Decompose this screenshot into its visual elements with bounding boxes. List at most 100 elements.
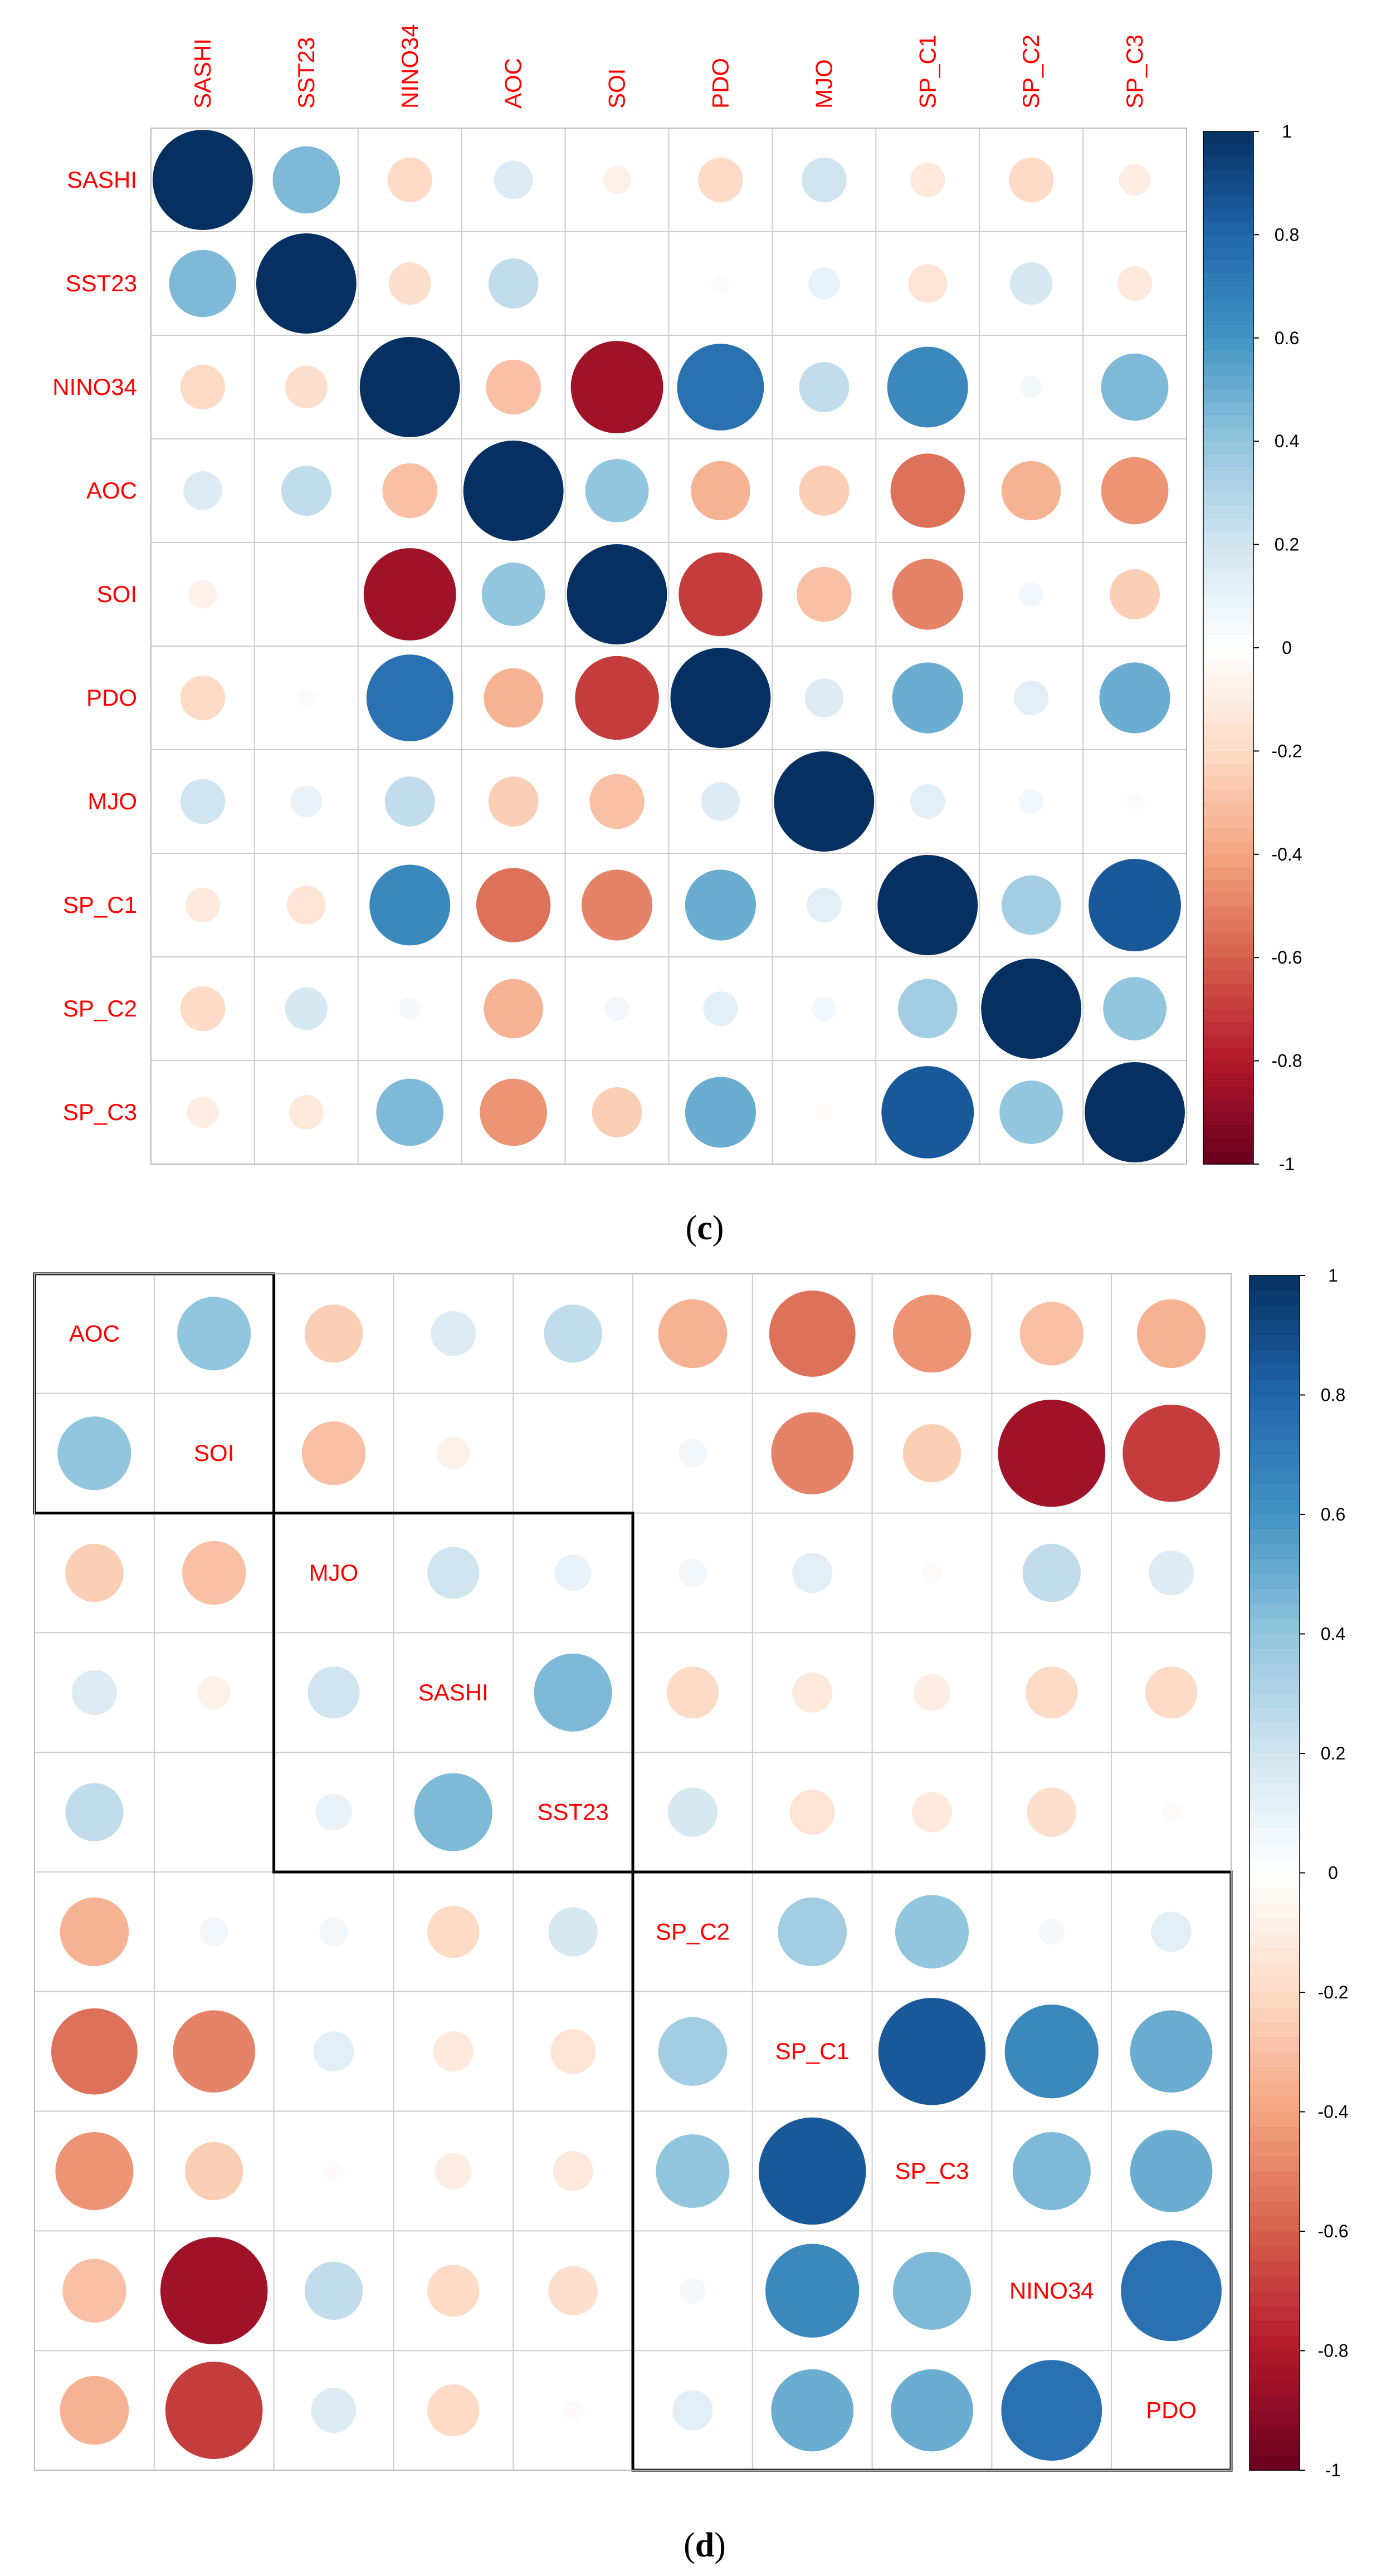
correlation-circle [1103,977,1167,1040]
correlation-circle [815,1103,833,1121]
legend-tick-label: -0.8 [1317,2341,1348,2361]
correlation-circle [281,466,331,516]
correlation-circle [658,2017,728,2086]
correlation-circle [808,267,840,300]
correlation-circle [1089,859,1181,951]
correlation-circle [797,566,852,622]
correlation-circle [581,869,653,941]
correlation-circle [304,1304,363,1363]
legend-color-step [1203,803,1253,817]
legend-tick-label: -0.4 [1271,844,1302,864]
correlation-circle [319,1917,348,1946]
row-label: MJO [87,788,137,814]
legend-color-step [1250,1619,1300,1635]
correlation-circle [789,1790,835,1835]
legend-color-step [1250,2186,1300,2202]
correlation-circle [65,1783,124,1841]
legend-color-step [1250,2261,1300,2277]
correlation-circle [488,258,539,309]
legend-color-step [1203,776,1253,790]
variable-label: SASHI [418,1679,489,1705]
correlation-circle [911,1792,953,1832]
correlation-circle [1117,266,1153,301]
correlation-circle [878,1997,986,2105]
correlation-circle [165,2362,263,2459]
correlation-circle [1001,2360,1102,2461]
variable-label: SP_C3 [895,2158,969,2184]
legend-color-step [1250,2410,1300,2426]
row-label: SOI [97,581,137,607]
correlation-circle [197,1676,231,1709]
correlation-circle [1101,353,1169,421]
correlation-circle [369,864,451,946]
legend-color-step [1203,983,1253,997]
legend-color-step [1203,441,1253,455]
panel-c-caption: (c) [686,1209,724,1247]
legend-color-step [1203,854,1253,868]
correlation-circle [382,463,438,519]
legend-color-step [1250,2440,1300,2456]
legend-color-step [1250,1514,1300,1530]
correlation-circle [603,165,631,194]
correlation-circle [792,1552,833,1593]
legend-color-step [1250,2142,1300,2157]
correlation-circle [427,2265,480,2317]
correlation-circle [480,1078,547,1146]
legend-color-step [1250,2231,1300,2247]
legend-color-step [1250,2381,1300,2396]
legend-color-step [1250,2246,1300,2262]
legend-color-step [1203,260,1253,274]
legend-color-step [1203,170,1253,184]
legend-tick-label: -0.6 [1317,2221,1348,2241]
legend-color-step [1203,1022,1253,1036]
legend-color-step [1250,1873,1300,1889]
legend-tick-label: -0.6 [1271,947,1302,967]
correlation-circle [799,466,850,516]
legend-tick-label: 0.6 [1321,1504,1345,1524]
correlation-circle [685,1077,756,1148]
correlation-circle [656,2134,730,2208]
correlation-circle [892,1294,972,1373]
legend-color-step [1250,2350,1300,2367]
correlation-circle [57,1416,131,1490]
legend-color-step [1203,957,1253,971]
legend-color-step [1250,2201,1300,2217]
correlation-circle [1019,789,1044,814]
legend-color-step [1203,467,1253,481]
legend-color-step [1250,1335,1300,1351]
legend-color-step [1250,1858,1300,1874]
variable-label: SOI [194,1440,234,1466]
legend-color-step [1203,1060,1253,1074]
correlation-circle [890,453,965,528]
legend-color-step [1203,673,1253,687]
legend-color-step [1250,1738,1300,1754]
correlation-circle [55,2132,134,2211]
legend-color-step [1250,2111,1300,2128]
correlation-circle [476,868,551,942]
correlation-circle [604,996,629,1021]
correlation-circle [488,776,539,827]
legend-color-step [1250,1888,1300,1903]
correlation-circle [548,1907,598,1957]
legend-color-step [1250,1992,1300,2008]
legend-color-step [1250,2455,1300,2471]
correlation-circle [534,1653,612,1732]
legend-color-step [1250,1634,1300,1650]
correlation-circle [481,563,545,626]
correlation-circle [1099,662,1170,734]
correlation-circle [981,959,1082,1059]
correlation-circle [60,1897,129,1967]
correlation-circle [592,1087,642,1137]
legend-color-step [1203,531,1253,545]
row-label: SASHI [67,167,137,193]
correlation-circle [484,668,543,728]
correlation-circle [910,162,945,198]
legend-color-step [1250,2425,1300,2441]
correlation-circle [1008,157,1054,203]
legend-color-step [1250,2365,1300,2381]
legend-color-step [1250,2037,1300,2053]
legend-color-step [1250,1365,1300,1381]
legend-tick-label: -0.2 [1271,741,1302,761]
legend-color-step [1203,157,1253,171]
legend-color-step [1250,2395,1300,2411]
